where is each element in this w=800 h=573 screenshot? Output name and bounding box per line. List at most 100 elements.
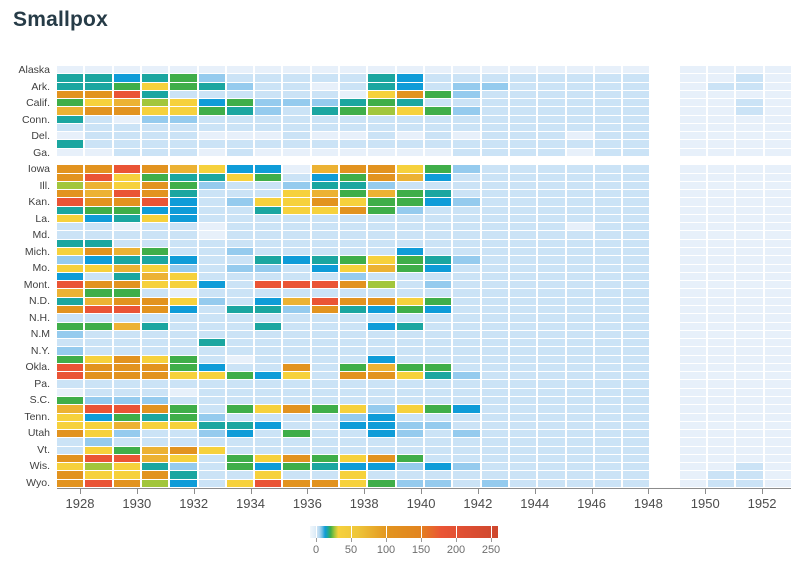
heatmap-cell [679, 446, 707, 454]
heatmap-cell [226, 181, 254, 190]
heatmap-cell [708, 372, 735, 380]
state-label-tn: Tenn. [24, 410, 50, 423]
state-label-de: Del. [31, 129, 50, 142]
heatmap-cell [566, 446, 593, 454]
heatmap-cell [340, 330, 367, 339]
heatmap-cell [453, 107, 480, 115]
heatmap-cell [566, 471, 593, 479]
heatmap-cell [57, 405, 84, 413]
heatmap-cell [453, 198, 480, 206]
heatmap-cell [679, 347, 707, 355]
heatmap-cell [509, 463, 537, 471]
heatmap-cell [736, 181, 763, 190]
heatmap-cell [708, 479, 735, 487]
heatmap-cell [255, 99, 282, 107]
legend-value-label: 0 [312, 544, 320, 556]
heatmap-cell [566, 264, 593, 272]
heatmap-cell [198, 223, 225, 231]
heatmap-cell [594, 272, 622, 281]
heatmap-cell [424, 123, 452, 132]
heatmap-cell [85, 347, 112, 355]
heatmap-cell [623, 479, 650, 487]
heatmap-cell [57, 173, 84, 181]
heatmap-cell [509, 264, 537, 272]
heatmap-cell [708, 99, 735, 107]
heatmap-cell [594, 421, 622, 430]
heatmap-cell [311, 214, 339, 223]
heatmap-cell [736, 190, 763, 198]
heatmap-cell [113, 123, 140, 132]
legend-value-label: 100 [376, 544, 396, 556]
heatmap-cell [538, 214, 565, 223]
heatmap-cell [141, 372, 169, 380]
state-label-pa: Pa. [34, 377, 50, 390]
heatmap-cell [623, 347, 650, 355]
heatmap-cell [424, 454, 452, 463]
heatmap-cell [113, 140, 140, 148]
heatmap-cell [736, 430, 763, 438]
heatmap-cell [424, 90, 452, 99]
heatmap-cell [226, 107, 254, 115]
heatmap-cell [594, 181, 622, 190]
heatmap-cell [509, 107, 537, 115]
heatmap-cell [594, 438, 622, 446]
heatmap-cell [283, 214, 310, 223]
heatmap-cell [424, 264, 452, 272]
heatmap-cell [57, 214, 84, 223]
heatmap-cell [85, 115, 112, 123]
heatmap-cell [764, 223, 791, 231]
heatmap-cell [170, 413, 197, 421]
heatmap-cell [736, 314, 763, 322]
heatmap-cell [85, 396, 112, 405]
heatmap-cell [396, 314, 423, 322]
heatmap-cell [764, 413, 791, 421]
heatmap-cell [481, 339, 508, 347]
heatmap-cell [623, 380, 650, 388]
heatmap-cell [623, 190, 650, 198]
heatmap-cell [368, 355, 395, 363]
heatmap-cell [255, 438, 282, 446]
heatmap-cell [57, 206, 84, 214]
heatmap-cell [424, 297, 452, 305]
heatmap-cell [198, 181, 225, 190]
heatmap-cell [538, 107, 565, 115]
heatmap-cell [311, 148, 339, 157]
heatmap-cell [141, 396, 169, 405]
heatmap-cell [623, 223, 650, 231]
heatmap-cell [736, 223, 763, 231]
x-axis-year-label: 1952 [747, 496, 777, 511]
heatmap-cell [170, 148, 197, 157]
heatmap-cell [226, 446, 254, 454]
heatmap-cell [538, 66, 565, 74]
heatmap-cell [113, 281, 140, 289]
heatmap-cell [368, 198, 395, 206]
heatmap-cell [340, 66, 367, 74]
heatmap-cell [424, 380, 452, 388]
legend-tick [316, 538, 317, 542]
heatmap-cell [651, 148, 678, 157]
heatmap-cell [679, 66, 707, 74]
heatmap-cell [368, 231, 395, 239]
heatmap-cell [141, 165, 169, 173]
heatmap-cell [113, 405, 140, 413]
heatmap-cell [708, 248, 735, 256]
heatmap-cell [57, 330, 84, 339]
heatmap-cell [736, 339, 763, 347]
heatmap-cell [764, 405, 791, 413]
heatmap-cell [651, 190, 678, 198]
heatmap-cell [679, 396, 707, 405]
heatmap-cell [509, 413, 537, 421]
heatmap-cell [651, 272, 678, 281]
heatmap-cell [764, 380, 791, 388]
heatmap-cell [283, 206, 310, 214]
heatmap-cell [538, 372, 565, 380]
heatmap-cell [368, 396, 395, 405]
heatmap-cell [396, 463, 423, 471]
heatmap-cell [481, 355, 508, 363]
heatmap-cell [340, 248, 367, 256]
heatmap-cell [226, 264, 254, 272]
heatmap-cell [651, 380, 678, 388]
heatmap-cell [481, 115, 508, 123]
heatmap-cell [113, 223, 140, 231]
heatmap-cell [255, 223, 282, 231]
